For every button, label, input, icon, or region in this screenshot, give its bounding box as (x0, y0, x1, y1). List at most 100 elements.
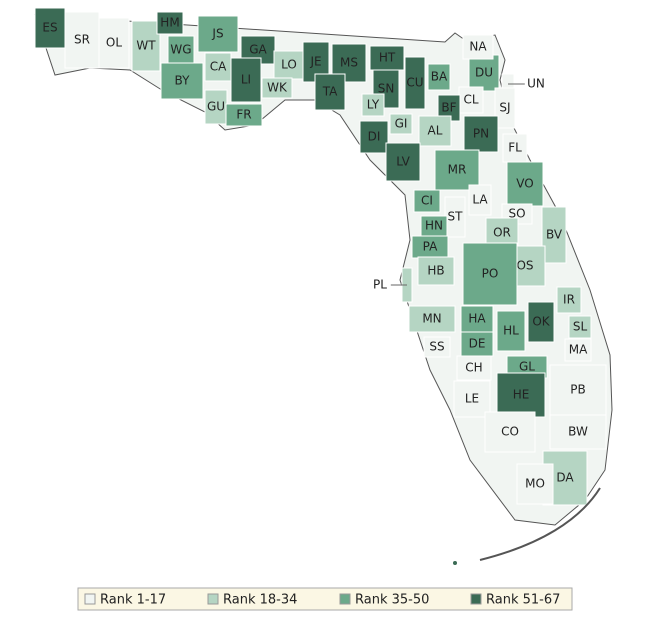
county-label: PB (570, 383, 585, 397)
county-label: DE (469, 337, 486, 351)
county-label: LE (465, 392, 479, 406)
county-label: SO (508, 207, 525, 221)
county-label: JS (211, 27, 223, 41)
county-label: HB (427, 264, 444, 278)
county-label: BV (546, 228, 563, 242)
county-label: ST (448, 210, 464, 224)
county-label: CA (210, 60, 227, 74)
county-label: HE (513, 388, 530, 402)
county-label: SS (429, 340, 444, 354)
county (484, 411, 536, 453)
county-label: PL (373, 278, 387, 292)
county-label: CH (465, 361, 482, 375)
county-label: HL (503, 324, 519, 338)
county (369, 45, 405, 71)
county-label: DU (475, 66, 493, 80)
county (568, 315, 592, 339)
island (453, 561, 457, 565)
county (456, 355, 492, 381)
legend-swatch (339, 593, 351, 605)
county (463, 115, 499, 153)
county (494, 87, 516, 129)
county (156, 11, 184, 35)
legend-label: Rank 35-50 (355, 593, 429, 608)
county-label: MR (448, 163, 467, 177)
county (516, 463, 554, 505)
county (273, 50, 305, 80)
county-label: NA (469, 40, 487, 54)
county-label: PO (482, 267, 499, 281)
county (418, 115, 452, 147)
county (385, 142, 421, 182)
county-label: HT (379, 51, 396, 65)
county-label: SL (573, 320, 588, 334)
county (361, 93, 385, 117)
county-label: OK (532, 315, 550, 329)
county (502, 133, 528, 163)
county (197, 15, 239, 53)
county (404, 56, 426, 110)
county-label: HA (468, 312, 486, 326)
county (423, 336, 451, 358)
county-label: SJ (499, 101, 510, 115)
county (458, 86, 484, 114)
county-label: GI (395, 117, 408, 131)
county-label: OL (106, 36, 122, 50)
county-label: TA (322, 85, 338, 99)
county-label: OR (493, 226, 511, 240)
county (496, 372, 546, 418)
county-label: WG (170, 43, 191, 57)
county-label: SR (74, 33, 90, 47)
county (131, 20, 161, 72)
county-label: LO (281, 58, 297, 72)
county (462, 242, 518, 306)
legend: Rank 1-17 Rank 18-34 Rank 35-50 Rank 51-67 (77, 587, 573, 611)
county (314, 73, 346, 111)
county-label: SN (378, 82, 395, 96)
county-label: DA (556, 471, 574, 485)
county (204, 52, 232, 82)
county-label: HN (425, 219, 443, 233)
legend-label: Rank 51-67 (486, 593, 560, 608)
legend-box (77, 587, 573, 611)
county-label: BA (431, 70, 448, 84)
county-label: MS (340, 56, 358, 70)
county-label: GA (249, 43, 267, 57)
county-label: WK (267, 81, 288, 95)
legend-swatch (470, 593, 482, 605)
county (434, 149, 480, 191)
county-label: CU (406, 76, 423, 90)
county (408, 305, 456, 333)
county-label: PA (423, 240, 438, 254)
county-label: GU (207, 100, 225, 114)
county-label: LA (472, 193, 488, 207)
county (225, 103, 263, 127)
county (64, 11, 100, 69)
county (417, 256, 455, 286)
county (261, 77, 293, 99)
county-label: OS (516, 259, 533, 273)
county (556, 286, 582, 314)
county (506, 161, 544, 207)
legend-swatch (207, 593, 219, 605)
county-label: BW (568, 425, 588, 439)
county (462, 34, 494, 60)
county (468, 54, 500, 92)
county-label: CI (421, 194, 433, 208)
county (98, 17, 130, 69)
county (496, 310, 526, 352)
county-label: VO (516, 177, 533, 191)
county-label: UN (527, 77, 545, 91)
county-label: GL (519, 360, 535, 374)
county-label: AL (428, 124, 443, 138)
county (527, 301, 555, 343)
county-label: LY (367, 98, 380, 112)
county (359, 120, 389, 154)
legend-label: Rank 1-17 (100, 593, 166, 608)
county (160, 62, 204, 100)
county-label: WT (136, 39, 156, 53)
county-label: ES (42, 21, 57, 35)
county (541, 206, 567, 264)
county (549, 414, 607, 450)
county (389, 113, 413, 135)
